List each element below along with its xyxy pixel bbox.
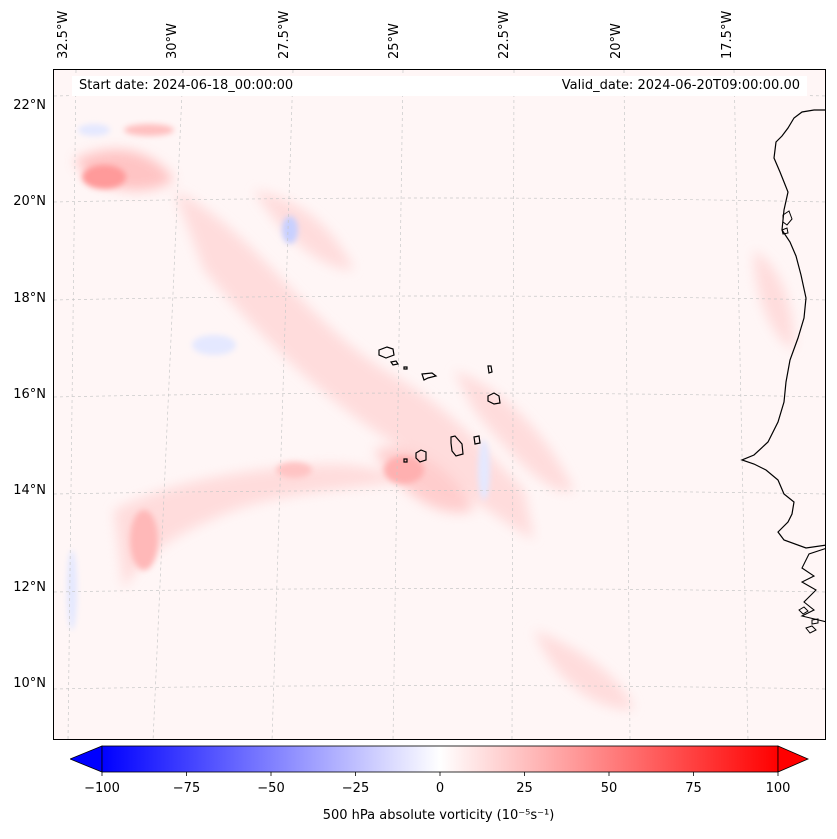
lon-label: 32.5°W <box>56 10 71 59</box>
colorbar-tick-label: 75 <box>685 781 702 796</box>
strong-vorticity-cores <box>82 124 424 570</box>
colorbar-min-arrow <box>70 745 103 773</box>
header-strip <box>72 76 807 96</box>
colorbar-tick-label: −75 <box>172 781 201 796</box>
valid-date-label: Valid_date: 2024-06-20T09:00:00.00 <box>561 78 800 93</box>
colorbar-tick-label: 50 <box>600 781 618 796</box>
guinea-coastline <box>800 548 825 623</box>
map-panel <box>53 69 826 740</box>
negative-vorticity-field <box>67 124 490 630</box>
lon-label: 22.5°W <box>497 10 512 59</box>
lat-label: 22°N <box>13 98 46 113</box>
colorbar <box>70 745 810 776</box>
lat-label: 18°N <box>13 291 46 306</box>
lon-label: 25°W <box>387 23 402 59</box>
lat-label: 16°N <box>13 387 46 402</box>
colorbar-gradient <box>101 745 779 773</box>
start-date-label: Start date: 2024-06-18_00:00:00 <box>79 78 294 93</box>
lat-label: 20°N <box>13 194 46 209</box>
colorbar-tick-label: 100 <box>765 781 791 796</box>
bissagos-islands <box>798 606 819 634</box>
colorbar-tick-label: −25 <box>341 781 370 796</box>
colorbar-title: 500 hPa absolute vorticity (10⁻⁵s⁻¹) <box>322 808 555 823</box>
colorbar-tick-label: −100 <box>84 781 120 796</box>
lon-label: 27.5°W <box>277 10 292 59</box>
colorbar-max-arrow <box>777 745 810 773</box>
colorbar-tick-label: 0 <box>435 781 445 796</box>
cape-verde-islands <box>378 346 501 463</box>
graticule <box>54 70 825 739</box>
vorticity-map <box>54 70 825 739</box>
coastal-islets <box>781 210 793 235</box>
colorbar-tick-label: −50 <box>257 781 285 796</box>
lon-label: 30°W <box>165 23 180 59</box>
lat-label: 12°N <box>13 580 46 595</box>
africa-coastline <box>740 109 825 549</box>
colorbar-ticks <box>101 772 779 776</box>
lat-label: 14°N <box>13 483 46 498</box>
lat-label: 10°N <box>13 676 46 691</box>
field-background <box>54 70 825 739</box>
lon-label: 17.5°W <box>720 10 735 59</box>
lon-label: 20°W <box>609 23 624 59</box>
colorbar-tick-label: 25 <box>516 781 533 796</box>
